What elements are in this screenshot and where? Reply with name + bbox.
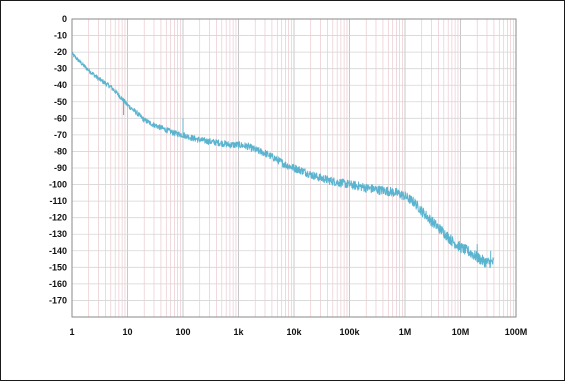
y-tick-label: -100 bbox=[49, 180, 67, 190]
y-tick-label: -150 bbox=[49, 262, 67, 272]
x-tick-label: 100M bbox=[505, 327, 528, 337]
y-axis-tick-labels: 0 -10 -20 -30 -40 -50 -60 -70 -80 -90 -100 -110 -120… bbox=[49, 14, 67, 305]
y-tick-label: -10 bbox=[54, 31, 67, 41]
x-tick-label: 10 bbox=[122, 327, 132, 337]
y-tick-label: -120 bbox=[49, 213, 67, 223]
y-tick-label: -40 bbox=[54, 80, 67, 90]
x-tick-label: 1M bbox=[399, 327, 412, 337]
y-tick-label: -160 bbox=[49, 279, 67, 289]
y-tick-label: -140 bbox=[49, 246, 67, 256]
y-tick-label: -50 bbox=[54, 97, 67, 107]
y-tick-label: -90 bbox=[54, 163, 67, 173]
x-tick-label: 100 bbox=[175, 327, 190, 337]
y-tick-label: -30 bbox=[54, 64, 67, 74]
series-layer bbox=[71, 52, 495, 269]
y-tick-label: 0 bbox=[62, 14, 67, 24]
y-tick-label: -80 bbox=[54, 146, 67, 156]
x-axis-tick-labels: 1 10 100 1k 10k 100k 1M 10M 100M bbox=[69, 327, 527, 337]
x-tick-label: 10M bbox=[452, 327, 470, 337]
x-tick-label: 1k bbox=[233, 327, 244, 337]
x-tick-label: 10k bbox=[286, 327, 302, 337]
y-tick-label: -110 bbox=[49, 196, 67, 206]
noise-spectrum-line bbox=[71, 52, 495, 269]
y-tick-label: -70 bbox=[54, 130, 67, 140]
y-tick-label: -130 bbox=[49, 229, 67, 239]
x-tick-label: 1 bbox=[69, 327, 74, 337]
x-tick-label: 100k bbox=[339, 327, 360, 337]
y-tick-label: -170 bbox=[49, 295, 67, 305]
plot-area bbox=[71, 18, 517, 318]
y-tick-label: -60 bbox=[54, 113, 67, 123]
y-tick-label: -20 bbox=[54, 47, 67, 57]
grid bbox=[71, 18, 517, 317]
